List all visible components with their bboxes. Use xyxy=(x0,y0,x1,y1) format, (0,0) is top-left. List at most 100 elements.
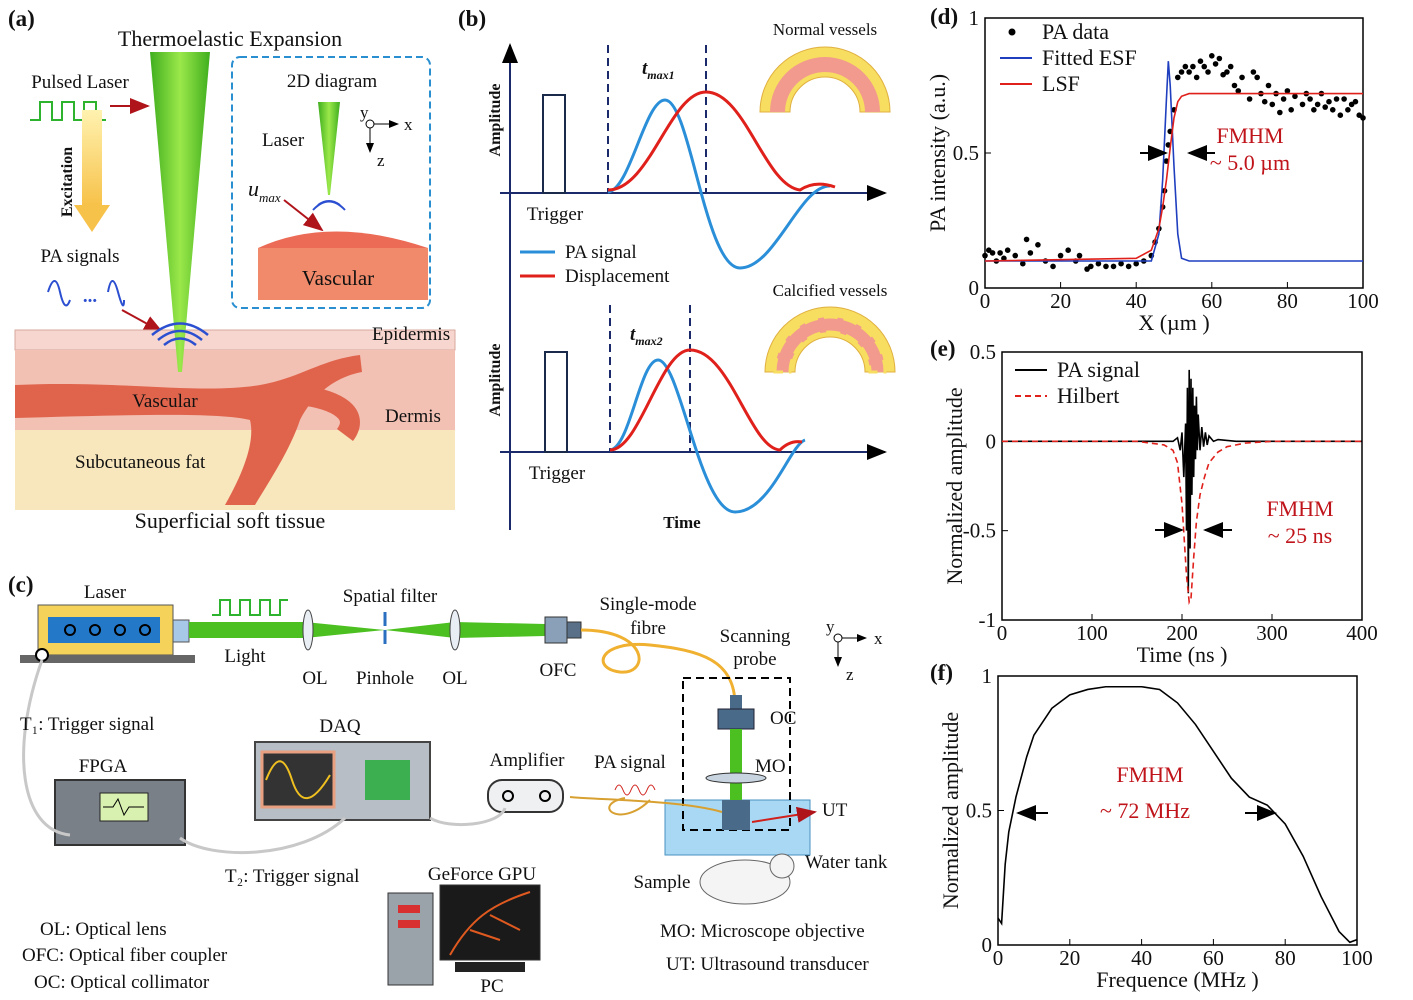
data-point xyxy=(1213,61,1219,67)
monitor xyxy=(440,885,540,960)
panel-label: (e) xyxy=(930,336,956,361)
label: Laser xyxy=(84,582,127,603)
data-point xyxy=(1232,83,1238,89)
arrow xyxy=(122,310,162,332)
data-point xyxy=(1198,58,1204,64)
y-axis-label: PA intensity (a.u.) xyxy=(925,74,950,232)
trigger xyxy=(545,352,567,452)
label: T₁: Trigger signal xyxy=(20,714,154,735)
data-point xyxy=(1315,102,1321,108)
label: DAQ xyxy=(319,716,360,737)
legend-swatch xyxy=(1009,29,1016,36)
data-point xyxy=(1254,75,1260,81)
x-tick-label: 100 xyxy=(1341,946,1373,970)
panel-label: (f) xyxy=(930,660,953,685)
data-point xyxy=(1341,96,1347,102)
data-point xyxy=(1266,83,1272,89)
displacement xyxy=(608,92,835,190)
data-point xyxy=(1065,247,1071,253)
lens xyxy=(303,610,313,650)
label: umax xyxy=(248,176,281,205)
label: u xyxy=(248,176,259,201)
data-point xyxy=(1360,115,1366,121)
data-point xyxy=(1217,56,1223,62)
label: GeForce GPU xyxy=(428,864,536,885)
label: PC xyxy=(480,976,503,997)
data-point xyxy=(1194,75,1200,81)
data-point xyxy=(1338,112,1344,118)
series-line xyxy=(1002,370,1362,593)
axis-origin xyxy=(834,634,842,642)
data-point xyxy=(1269,102,1275,108)
data-point xyxy=(1251,69,1257,75)
label: Calcified vessels xyxy=(773,281,888,300)
page: (a) Thermoelastic Expansion Pulsed Laser… xyxy=(0,0,1413,1000)
label: FPGA xyxy=(79,756,128,777)
label: Amplitude xyxy=(487,344,504,417)
y-tick-label: 0 xyxy=(982,933,993,957)
x-tick-label: 100 xyxy=(1076,621,1108,645)
arrow xyxy=(284,200,322,230)
label: Sample xyxy=(634,872,691,893)
annotation: FMHM xyxy=(1266,496,1333,521)
label: x xyxy=(404,115,413,134)
data-point xyxy=(1330,107,1336,113)
label: Water tank xyxy=(805,852,888,873)
label: probe xyxy=(733,649,776,670)
x-tick-label: 100 xyxy=(1347,289,1379,313)
label: PA signal xyxy=(594,752,666,773)
label: Pulsed Laser xyxy=(31,72,129,93)
arrow xyxy=(82,110,102,205)
x-tick-label: 300 xyxy=(1256,621,1288,645)
y-tick-label: 1 xyxy=(969,6,980,30)
caption: Superficial soft tissue xyxy=(135,508,326,533)
data-point xyxy=(1005,247,1011,253)
label: Pinhole xyxy=(356,668,414,689)
pulse xyxy=(212,600,288,615)
label: ... xyxy=(83,286,97,307)
pa-wave xyxy=(610,360,805,512)
label: Single-mode xyxy=(599,594,696,615)
label: x xyxy=(874,629,883,648)
data-point xyxy=(1190,64,1196,70)
label: tmax1 xyxy=(642,58,675,82)
label: OL xyxy=(442,668,467,689)
lens xyxy=(450,610,460,650)
data-point xyxy=(1353,99,1359,105)
label: OC xyxy=(770,708,796,729)
data-point xyxy=(1035,242,1041,248)
label: max xyxy=(259,190,281,205)
data-point xyxy=(1281,96,1287,102)
label: tmax2 xyxy=(630,324,663,348)
data-point xyxy=(1247,96,1253,102)
data-point xyxy=(990,250,996,256)
data-point xyxy=(1111,264,1117,270)
beam xyxy=(189,622,545,638)
x-axis-label: Time (ns ) xyxy=(1137,642,1228,667)
data-point xyxy=(1179,69,1185,75)
label: Light xyxy=(224,646,266,667)
data-point xyxy=(1311,107,1317,113)
data-point xyxy=(1103,264,1109,270)
label: UT xyxy=(822,800,848,821)
x-tick-label: 0 xyxy=(980,289,991,313)
label: Trigger xyxy=(529,463,586,484)
data-point xyxy=(1201,64,1207,70)
legend-label: Hilbert xyxy=(1057,383,1119,408)
legend-label: PA signal xyxy=(1057,357,1140,382)
annotation: FMHM xyxy=(1116,762,1183,787)
data-point xyxy=(1345,107,1351,113)
panel-c: (c) Laser Light Spatial filter OL Pinhol… xyxy=(8,572,888,997)
label: Amplitude xyxy=(487,84,504,157)
x-tick-label: 400 xyxy=(1346,621,1378,645)
y-tick-label: -1 xyxy=(979,608,997,632)
label: Vascular xyxy=(302,266,374,290)
label: OL xyxy=(302,668,327,689)
label: OFC: Optical fiber coupler xyxy=(22,945,228,966)
laser-port xyxy=(173,620,189,642)
plot-frame xyxy=(1002,352,1362,620)
y-tick-label: 0.5 xyxy=(966,799,992,823)
label: max1 xyxy=(647,68,674,82)
data-point xyxy=(982,253,988,259)
label: MO: Microscope objective xyxy=(660,921,865,942)
